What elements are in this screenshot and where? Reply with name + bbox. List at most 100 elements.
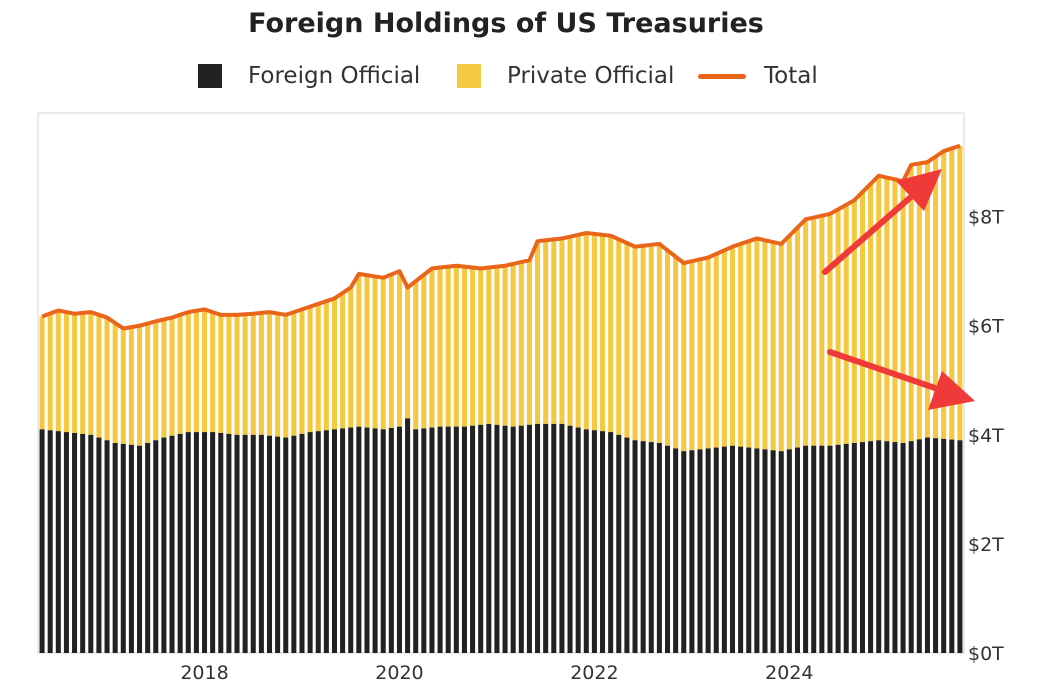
bar-private-official — [794, 227, 800, 448]
bar-private-official — [396, 271, 402, 427]
bar-foreign-official — [518, 425, 524, 653]
bar-private-official — [811, 217, 817, 446]
bar-foreign-official — [729, 445, 736, 653]
bar-private-official — [608, 235, 614, 433]
bar-private-official — [884, 177, 890, 442]
bar-foreign-official — [461, 426, 467, 653]
chart-legend: Foreign Official Private Official Total — [0, 56, 1039, 96]
bar-foreign-official — [933, 438, 939, 653]
bar-private-official — [924, 162, 930, 438]
bar-foreign-official — [794, 447, 800, 653]
bar-foreign-official — [258, 434, 264, 653]
bar-foreign-official — [80, 433, 86, 653]
bar-private-official — [218, 314, 224, 433]
bar-foreign-official — [169, 435, 175, 653]
legend-label-total: Total — [764, 63, 818, 89]
bar-private-official — [413, 281, 419, 430]
bar-foreign-official — [226, 433, 232, 653]
bar-private-official — [908, 164, 914, 442]
legend-label-private-official: Private Official — [507, 63, 675, 89]
bar-foreign-official — [510, 426, 516, 653]
bar-foreign-official — [543, 423, 549, 653]
annotation-arrows — [822, 169, 975, 410]
bar-private-official — [957, 145, 963, 441]
bar-private-official — [941, 151, 947, 439]
annotation-arrowhead-lower — [928, 371, 975, 410]
bar-private-official — [591, 233, 597, 431]
annotation-arrow-upper — [822, 193, 915, 275]
bar-private-official — [892, 179, 898, 443]
bar-private-official — [120, 328, 126, 444]
bar-foreign-official — [526, 424, 532, 653]
bar-private-official — [827, 213, 833, 446]
private-official-bars — [39, 145, 963, 452]
bar-foreign-official — [453, 426, 459, 653]
bar-foreign-official — [551, 423, 557, 653]
y-tick-label: $2T — [968, 534, 1004, 556]
bar-private-official — [258, 312, 264, 435]
bar-foreign-official — [746, 447, 752, 653]
total-line — [41, 143, 961, 331]
bar-foreign-official — [859, 442, 865, 653]
x-tick-label: 2022 — [570, 662, 618, 684]
bar-foreign-official — [583, 429, 589, 653]
bar-private-official — [851, 200, 857, 443]
bar-foreign-official — [786, 449, 792, 653]
bar-private-official — [234, 314, 240, 435]
bar-private-official — [275, 313, 281, 437]
bar-foreign-official — [640, 441, 646, 653]
bar-private-official — [689, 261, 695, 451]
bar-foreign-official — [900, 443, 906, 653]
bar-private-official — [388, 274, 394, 428]
bar-private-official — [681, 263, 687, 452]
bar-private-official — [616, 239, 622, 435]
bar-private-official — [429, 268, 435, 428]
bar-private-official — [551, 239, 557, 424]
bar-private-official — [518, 262, 524, 426]
bar-private-official — [535, 241, 541, 424]
bar-foreign-official — [884, 441, 890, 653]
bar-foreign-official — [340, 428, 346, 653]
bar-private-official — [916, 163, 922, 440]
bar-foreign-official — [283, 437, 289, 653]
bar-private-official — [421, 274, 427, 429]
bar-foreign-official — [470, 425, 476, 653]
bar-private-official — [656, 243, 662, 443]
bar-foreign-official — [673, 448, 679, 653]
bar-private-official — [738, 243, 744, 447]
bar-foreign-official — [648, 442, 654, 653]
bar-foreign-official — [616, 434, 622, 653]
bar-private-official — [96, 314, 102, 438]
legend-swatch-total — [698, 73, 746, 79]
bar-foreign-official — [137, 445, 143, 653]
bar-foreign-official — [665, 445, 671, 653]
bar-private-official — [193, 310, 199, 433]
bar-foreign-official — [738, 446, 744, 653]
bar-foreign-official — [689, 450, 695, 653]
bar-private-official — [364, 275, 370, 428]
bar-foreign-official — [405, 418, 411, 653]
bar-private-official — [283, 314, 289, 438]
bar-foreign-official — [624, 437, 630, 653]
bar-foreign-official — [770, 450, 776, 653]
bar-private-official — [161, 319, 167, 438]
bar-foreign-official — [88, 434, 94, 653]
bar-private-official — [486, 267, 492, 424]
bar-private-official — [624, 243, 630, 438]
bar-foreign-official — [202, 432, 208, 653]
bar-foreign-official — [413, 429, 419, 653]
bar-foreign-official — [843, 443, 849, 653]
bar-private-official — [202, 309, 208, 433]
bar-foreign-official — [575, 427, 581, 653]
bar-foreign-official — [868, 441, 874, 653]
bar-private-official — [445, 266, 451, 427]
bar-foreign-official — [778, 451, 784, 653]
bar-foreign-official — [502, 425, 508, 653]
bar-foreign-official — [380, 429, 386, 653]
bar-foreign-official — [851, 443, 857, 653]
bar-foreign-official — [478, 424, 484, 653]
bar-foreign-official — [494, 424, 500, 653]
bar-foreign-official — [55, 431, 61, 653]
legend-swatch-foreign-official — [198, 64, 222, 88]
bar-foreign-official — [96, 437, 102, 653]
